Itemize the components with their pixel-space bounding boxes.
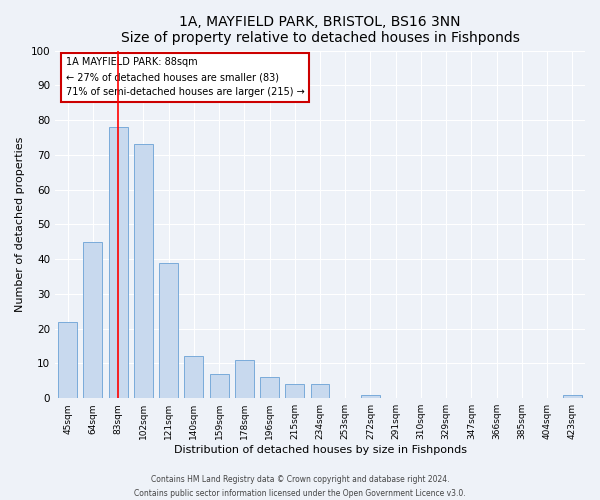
Bar [184,356,203,398]
Bar [286,384,304,398]
Bar [260,378,279,398]
Text: 1A MAYFIELD PARK: 88sqm
← 27% of detached houses are smaller (83)
71% of semi-de: 1A MAYFIELD PARK: 88sqm ← 27% of detache… [65,58,304,97]
Bar [159,262,178,398]
Y-axis label: Number of detached properties: Number of detached properties [15,136,25,312]
X-axis label: Distribution of detached houses by size in Fishponds: Distribution of detached houses by size … [173,445,467,455]
Bar [563,394,582,398]
Bar [311,384,329,398]
Bar [209,374,229,398]
Bar [134,144,153,398]
Bar [361,394,380,398]
Bar [235,360,254,398]
Text: Contains HM Land Registry data © Crown copyright and database right 2024.
Contai: Contains HM Land Registry data © Crown c… [134,476,466,498]
Bar [58,322,77,398]
Bar [109,127,128,398]
Bar [83,242,103,398]
Title: 1A, MAYFIELD PARK, BRISTOL, BS16 3NN
Size of property relative to detached house: 1A, MAYFIELD PARK, BRISTOL, BS16 3NN Siz… [121,15,520,45]
